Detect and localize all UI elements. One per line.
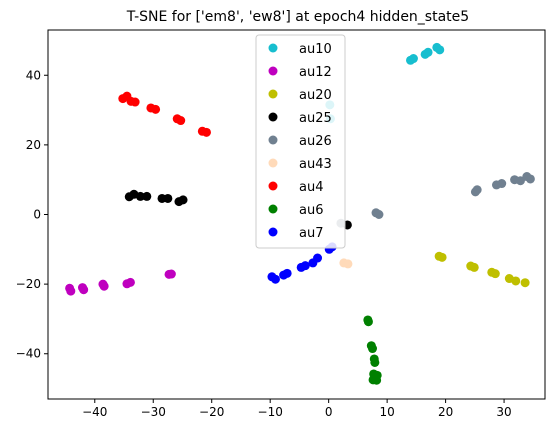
point-au20-7 — [511, 276, 521, 286]
legend-label-au20: au20 — [299, 88, 332, 103]
point-au7-1 — [270, 274, 280, 284]
legend-label-au43: au43 — [299, 157, 332, 172]
legend-marker-au12 — [268, 66, 278, 76]
plot-frame — [47, 29, 546, 400]
point-au6-1 — [363, 317, 373, 327]
y-tick-label: 0 — [33, 208, 41, 222]
point-au4-5 — [151, 104, 161, 114]
point-au25-3 — [142, 191, 152, 201]
legend-marker-au6 — [268, 204, 278, 214]
point-au26-7 — [525, 174, 535, 184]
legend-box — [255, 34, 346, 249]
point-au12-9 — [166, 269, 176, 279]
legend-marker-au10 — [268, 43, 278, 53]
x-tick-label: −20 — [199, 405, 224, 419]
point-au20-3 — [469, 262, 479, 272]
legend-marker-au25 — [268, 112, 278, 122]
point-au20-1 — [437, 252, 447, 262]
legend-label-au10: au10 — [299, 42, 332, 57]
point-au26-5 — [515, 176, 525, 186]
legend-label-au6: au6 — [299, 203, 323, 218]
point-au4-9 — [201, 127, 211, 137]
point-au6-5 — [370, 357, 380, 367]
point-au20-8 — [520, 278, 530, 288]
legend-label-au25: au25 — [299, 111, 332, 126]
point-au7-5 — [300, 261, 310, 271]
y-tick-label: −20 — [16, 277, 41, 291]
legend: au10 au12 au20 au25 au26 au43 au4 au6 au7 — [255, 34, 346, 249]
point-au12-5 — [99, 281, 109, 291]
point-au43-1 — [343, 259, 353, 269]
point-au20-5 — [490, 269, 500, 279]
legend-marker-au7 — [268, 227, 278, 237]
x-tick-label: 0 — [325, 405, 333, 419]
point-au26-1 — [472, 185, 482, 195]
point-au6-9 — [372, 375, 382, 385]
y-tick-label: 40 — [26, 68, 41, 82]
point-au12-1 — [66, 286, 76, 296]
point-au12-3 — [79, 285, 89, 295]
legend-label-au12: au12 — [299, 65, 332, 80]
point-au6-3 — [368, 344, 378, 354]
point-au25-2 — [135, 191, 145, 201]
legend-marker-au43 — [268, 158, 278, 168]
point-au26-3 — [497, 179, 507, 189]
point-au7-7 — [313, 253, 323, 263]
point-au25-7 — [178, 195, 188, 205]
point-au4-3 — [130, 97, 140, 107]
legend-label-au26: au26 — [299, 134, 332, 149]
point-au10-3 — [423, 47, 433, 57]
point-au12-7 — [125, 277, 135, 287]
point-au10-5 — [435, 45, 445, 55]
x-tick-label: −40 — [82, 405, 107, 419]
point-au7-3 — [282, 268, 292, 278]
x-tick-label: 10 — [379, 405, 394, 419]
point-au10-1 — [408, 54, 418, 64]
x-axis: −40 −30 −20 −10 0 10 20 30 — [82, 399, 512, 419]
y-tick-label: −40 — [16, 347, 41, 361]
point-au26-9 — [374, 210, 384, 219]
legend-marker-au26 — [268, 135, 278, 145]
legend-marker-au20 — [268, 89, 278, 99]
y-axis: −40 −20 0 20 40 — [16, 68, 48, 361]
x-tick-label: −10 — [258, 405, 283, 419]
y-tick-label: 20 — [26, 138, 41, 152]
x-tick-label: −30 — [141, 405, 166, 419]
x-tick-label: 30 — [496, 405, 511, 419]
legend-label-au4: au4 — [299, 180, 323, 195]
legend-label-au7: au7 — [299, 226, 323, 241]
legend-marker-au4 — [268, 181, 278, 191]
point-au4-7 — [176, 116, 186, 126]
point-au25-5 — [163, 193, 173, 203]
x-tick-label: 20 — [438, 405, 453, 419]
chart-title: T-SNE for ['em8', 'ew8'] at epoch4 hidde… — [126, 9, 469, 25]
